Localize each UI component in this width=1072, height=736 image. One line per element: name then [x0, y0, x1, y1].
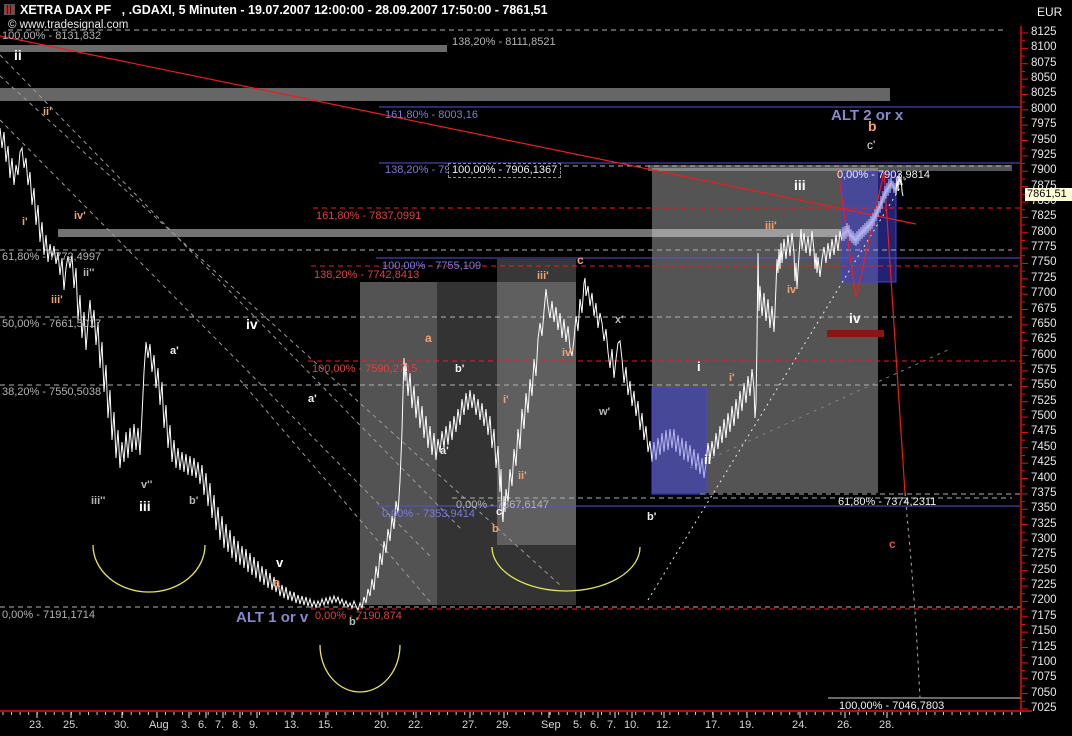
price-line	[895, 172, 904, 197]
dashed-trendline	[689, 347, 953, 469]
dashed-trendline	[647, 177, 907, 601]
stop-marker-bar	[827, 330, 884, 337]
chart-window-icon	[4, 4, 15, 15]
watermark-copyright: © www.tradesignal.com	[8, 19, 129, 31]
dashed-trendline	[0, 75, 561, 586]
red-trendline	[837, 169, 906, 494]
title-bar: XETRA DAX PF , .GDAXI, 5 Minuten - 19.07…	[0, 0, 1072, 18]
price-line-highlighted	[651, 428, 707, 479]
zone-bar	[648, 165, 1012, 171]
dashed-trendline	[0, 54, 463, 531]
zone-box	[360, 282, 576, 605]
chart-title: XETRA DAX PF , .GDAXI, 5 Minuten - 19.07…	[20, 3, 548, 17]
title-period: , .GDAXI, 5 Minuten - 19.07.2007 12:00:0…	[121, 3, 548, 17]
zone-bar	[0, 88, 890, 101]
zone-bar	[58, 229, 842, 237]
zone-bar	[0, 45, 447, 52]
wave-arc	[491, 546, 641, 592]
price-line	[0, 127, 653, 612]
price-line	[705, 228, 843, 464]
wave-arc	[92, 544, 206, 593]
wave-arc	[319, 644, 401, 693]
red-trendline	[0, 35, 917, 225]
currency-label: EUR	[1037, 5, 1063, 19]
dashed-trendline	[0, 119, 431, 557]
price-line-highlighted	[841, 176, 897, 247]
zone-box	[360, 282, 437, 605]
current-price-badge: 7861,51	[1025, 188, 1072, 201]
title-symbol: XETRA DAX PF	[20, 3, 112, 17]
dashed-trendline	[239, 379, 433, 605]
projection-dashed-line	[904, 492, 921, 699]
zone-box	[497, 259, 576, 545]
